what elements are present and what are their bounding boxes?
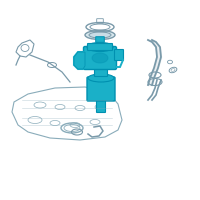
Ellipse shape xyxy=(85,30,115,40)
FancyBboxPatch shape xyxy=(95,68,108,76)
Polygon shape xyxy=(74,52,85,69)
Ellipse shape xyxy=(87,43,113,51)
Ellipse shape xyxy=(92,53,108,63)
FancyBboxPatch shape xyxy=(84,46,116,70)
Ellipse shape xyxy=(89,32,111,38)
FancyBboxPatch shape xyxy=(114,49,124,60)
Ellipse shape xyxy=(88,74,114,82)
FancyBboxPatch shape xyxy=(88,44,112,50)
FancyBboxPatch shape xyxy=(96,99,106,112)
FancyBboxPatch shape xyxy=(96,37,104,42)
FancyBboxPatch shape xyxy=(87,77,115,101)
